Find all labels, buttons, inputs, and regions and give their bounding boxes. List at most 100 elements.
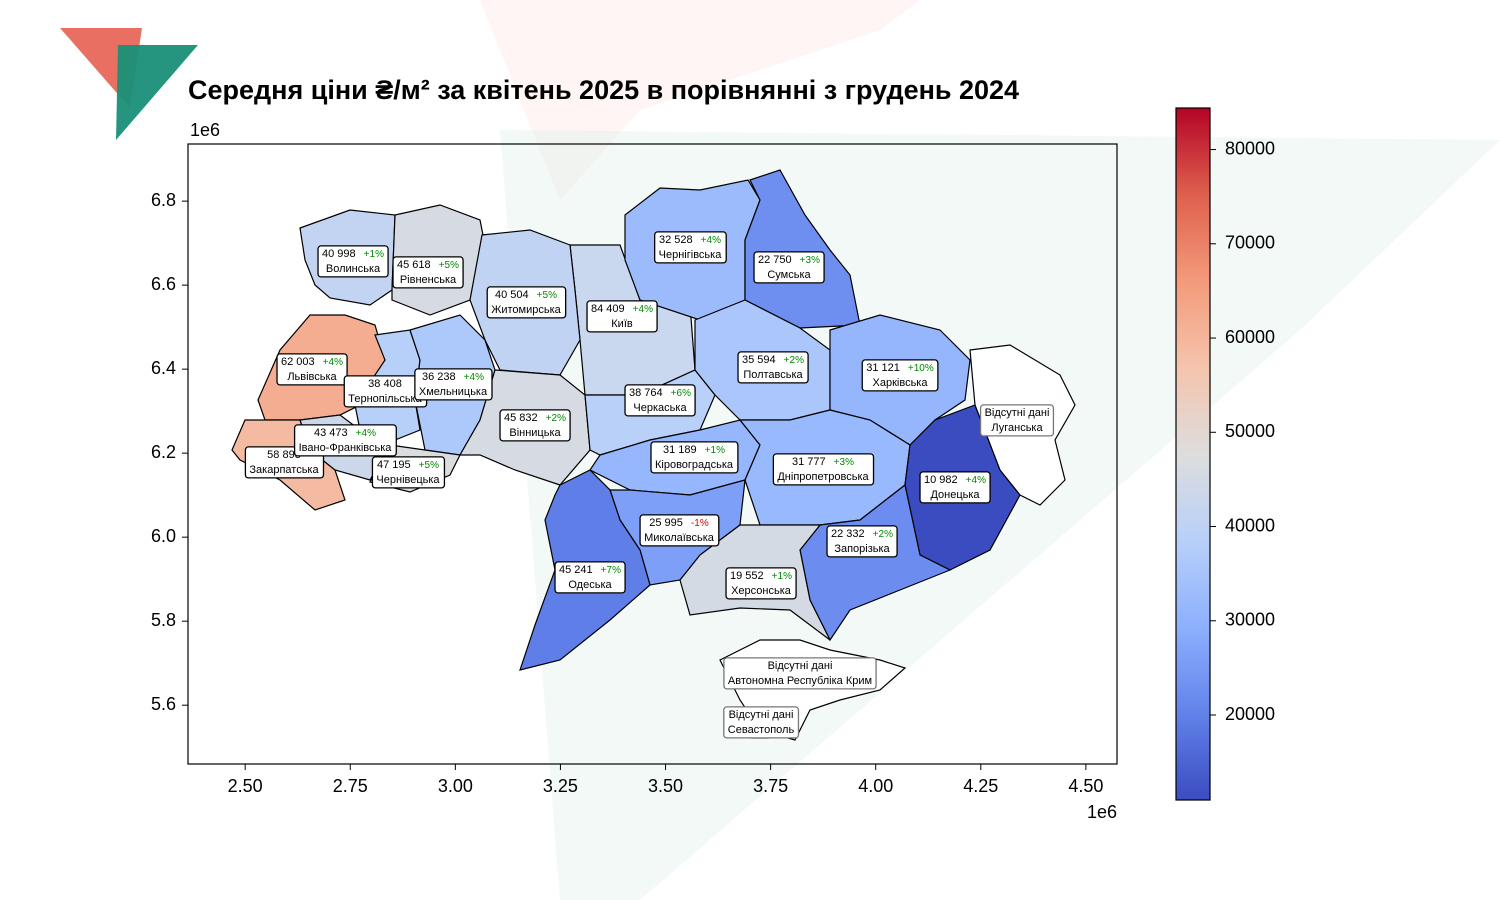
region-label: 22 750 +3% Сумська [753, 251, 825, 284]
colorbar-tick-label: 70000 [1225, 233, 1275, 253]
region-name: Хмельницька [419, 386, 488, 398]
region-label: 40 998 +1% Волинська [317, 245, 389, 278]
label-box [624, 384, 696, 417]
value-line: 62 003 +4% [281, 356, 343, 368]
y-tick-label: 6.8 [151, 190, 176, 210]
region-name: Київ [611, 318, 633, 330]
change-label: +4% [701, 235, 721, 246]
value-label: 10 982 [924, 474, 958, 486]
label-box [723, 706, 800, 739]
label-box [919, 471, 991, 504]
region-label: 25 995 -1% Миколаївська [639, 514, 720, 547]
missing-text: Відсутні дані [768, 660, 833, 672]
region-label: 38 764 +6% Черкаська [624, 384, 696, 417]
change-label: +3% [834, 457, 854, 468]
value-line: 45 241 +7% [559, 564, 621, 576]
x-tick-label: 3.50 [648, 776, 683, 796]
change-label: +3% [800, 255, 820, 266]
region-name: Чернівецька [376, 474, 440, 486]
value-line: 19 552 +1% [730, 570, 792, 582]
region-name: Волинська [326, 263, 381, 275]
y-tick-label: 6.0 [151, 526, 176, 546]
region-label: 84 409 +4%Київ [586, 300, 658, 333]
region-name: Запорізька [834, 543, 890, 555]
label-box [276, 353, 348, 386]
colorbar-tick-label: 20000 [1225, 704, 1275, 724]
label-box [499, 409, 571, 442]
region-name: Дніпропетровська [777, 471, 869, 483]
y-tick-label: 6.2 [151, 442, 176, 462]
region-name: Полтавська [743, 369, 803, 381]
region-label: 22 332 +2% Запорізька [826, 525, 898, 558]
value-label: 38 408 [368, 378, 402, 390]
y-tick-label: 6.6 [151, 274, 176, 294]
value-label: 43 473 [314, 427, 348, 439]
change-label: +2% [873, 529, 893, 540]
x-tick-label: 3.00 [438, 776, 473, 796]
label-box [650, 441, 739, 474]
value-line: 47 195 +5% [377, 459, 439, 471]
region-label: 36 238 +4% Хмельницька [414, 368, 493, 401]
label-box [293, 424, 397, 457]
region-label: 19 552 +1% Херсонська [725, 567, 797, 600]
region-label: 45 241 +7% Одеська [554, 561, 626, 594]
region-label: 40 504 +5% Житомирська [486, 286, 567, 319]
region-label: 45 832 +2% Вінницька [499, 409, 571, 442]
y-tick-label: 5.8 [151, 610, 176, 630]
change-label: +6% [671, 388, 691, 399]
value-label: 45 618 [397, 259, 431, 271]
change-label: +10% [908, 363, 934, 374]
value-label: 35 594 [742, 354, 776, 366]
label-box [861, 359, 939, 392]
value-label: 40 998 [322, 248, 356, 260]
missing-text: Відсутні дані [729, 709, 794, 721]
change-label: +4% [464, 372, 484, 383]
region-name: Кіровоградська [655, 459, 734, 471]
region-name: Автономна Республіка Крим [728, 675, 872, 687]
value-label: 40 504 [495, 289, 529, 301]
missing-text: Відсутні дані [985, 407, 1050, 419]
y-offset-label: 1e6 [190, 120, 220, 140]
value-label: 58 893 [267, 449, 301, 461]
value-label: 36 238 [422, 371, 456, 383]
region-label: 38 408 Тернопільська [343, 375, 428, 408]
value-label: 84 409 [591, 303, 625, 315]
label-box [586, 300, 658, 333]
label-box [979, 404, 1055, 437]
label-box [414, 368, 493, 401]
value-line: 40 504 +5% [495, 289, 557, 301]
x-tick-label: 4.25 [963, 776, 998, 796]
region-label: 62 003 +4% Львівська [276, 353, 348, 386]
region-name: Херсонська [731, 585, 792, 597]
value-label: 38 764 [629, 387, 663, 399]
label-box [317, 245, 389, 278]
value-label: 47 195 [377, 459, 411, 471]
value-line: 22 332 +2% [831, 528, 893, 540]
value-line: 43 473 +4% [314, 427, 376, 439]
region-name: Черкаська [633, 402, 687, 414]
change-label: +5% [439, 260, 459, 271]
value-line: 40 998 +1% [322, 248, 384, 260]
region-name: Севастополь [728, 724, 795, 736]
value-label: 45 241 [559, 564, 593, 576]
value-label: 45 832 [504, 412, 538, 424]
value-label: 22 750 [758, 254, 792, 266]
value-line: 31 189 +1% [663, 444, 725, 456]
region-label: 45 618 +5% Рівненська [392, 256, 464, 289]
value-line: 45 618 +5% [397, 259, 459, 271]
value-label: 25 995 [649, 517, 683, 529]
value-line: 31 121 +10% [866, 362, 934, 374]
change-label: +2% [546, 413, 566, 424]
change-label: +4% [966, 475, 986, 486]
value-line: 36 238 +4% [422, 371, 484, 383]
value-line: 58 893 [267, 449, 301, 461]
value-line: 38 408 [368, 378, 402, 390]
region-label: 32 528 +4% Чернігівська [654, 231, 727, 264]
label-box [725, 567, 797, 600]
region-name: Закарпатська [249, 464, 319, 476]
change-label: +4% [356, 428, 376, 439]
colorbar [1175, 107, 1211, 801]
colorbar-tick-label: 80000 [1225, 138, 1275, 158]
label-box [654, 231, 727, 264]
value-label: 22 332 [831, 528, 865, 540]
